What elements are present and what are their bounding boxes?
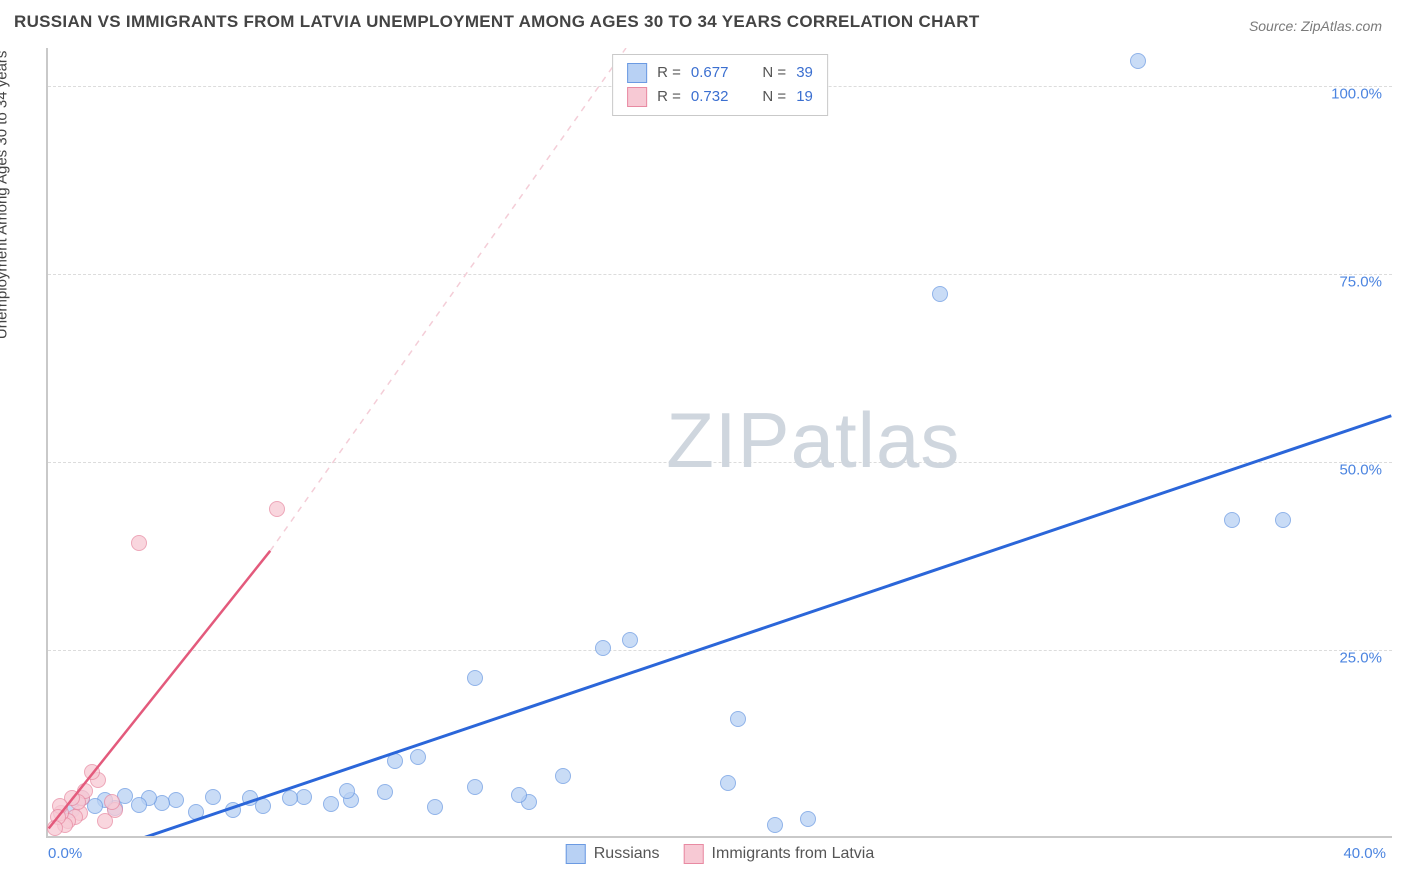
legend-n-value: 19 bbox=[796, 85, 813, 109]
gridline bbox=[48, 650, 1392, 651]
legend-label: Immigrants from Latvia bbox=[712, 845, 875, 863]
legend-n-label: N = bbox=[762, 61, 786, 85]
data-point-russians bbox=[595, 640, 611, 656]
data-point-russians bbox=[242, 790, 258, 806]
data-point-russians bbox=[622, 632, 638, 648]
data-point-russians bbox=[800, 811, 816, 827]
x-tick-label: 0.0% bbox=[48, 845, 82, 862]
legend-r-value: 0.677 bbox=[691, 61, 729, 85]
y-tick-label: 100.0% bbox=[1321, 85, 1382, 102]
legend-item: Immigrants from Latvia bbox=[684, 844, 875, 864]
legend-n-label: N = bbox=[762, 85, 786, 109]
source-label: Source: ZipAtlas.com bbox=[1249, 18, 1382, 34]
data-point-russians bbox=[387, 753, 403, 769]
legend-r-label: R = bbox=[657, 61, 681, 85]
data-point-russians bbox=[255, 798, 271, 814]
legend-r-label: R = bbox=[657, 85, 681, 109]
data-point-russians bbox=[720, 775, 736, 791]
data-point-russians bbox=[410, 749, 426, 765]
data-point-russians bbox=[188, 804, 204, 820]
data-point-russians bbox=[1275, 512, 1291, 528]
data-point-russians bbox=[932, 286, 948, 302]
legend-row: R = 0.677 N = 39 bbox=[627, 61, 813, 85]
y-tick-label: 50.0% bbox=[1329, 461, 1382, 478]
data-point-russians bbox=[168, 792, 184, 808]
data-point-russians bbox=[467, 779, 483, 795]
y-tick-label: 75.0% bbox=[1329, 273, 1382, 290]
y-axis-label: Unemployment Among Ages 30 to 34 years bbox=[0, 51, 11, 340]
legend-label: Russians bbox=[594, 845, 660, 863]
data-point-russians bbox=[282, 790, 298, 806]
data-point-russians bbox=[730, 711, 746, 727]
y-tick-label: 25.0% bbox=[1329, 649, 1382, 666]
data-point-russians bbox=[377, 784, 393, 800]
data-point-russians bbox=[467, 670, 483, 686]
data-point-russians bbox=[1130, 53, 1146, 69]
legend-swatch bbox=[684, 844, 704, 864]
legend-swatch bbox=[627, 63, 647, 83]
series-legend: Russians Immigrants from Latvia bbox=[566, 844, 875, 864]
legend-swatch bbox=[566, 844, 586, 864]
data-point-russians bbox=[767, 817, 783, 833]
legend-item: Russians bbox=[566, 844, 660, 864]
data-point-latvia bbox=[269, 501, 285, 517]
plot-area: ZIPatlas R = 0.677 N = 39 R = 0.732 N = … bbox=[46, 48, 1392, 838]
data-point-russians bbox=[225, 802, 241, 818]
legend-row: R = 0.732 N = 19 bbox=[627, 85, 813, 109]
data-point-russians bbox=[511, 787, 527, 803]
legend-n-value: 39 bbox=[796, 61, 813, 85]
watermark: ZIPatlas bbox=[666, 395, 960, 486]
legend-swatch bbox=[627, 87, 647, 107]
data-point-russians bbox=[131, 797, 147, 813]
x-tick-label: 40.0% bbox=[1343, 845, 1386, 862]
correlation-legend: R = 0.677 N = 39 R = 0.732 N = 19 bbox=[612, 54, 828, 116]
data-point-russians bbox=[339, 783, 355, 799]
data-point-russians bbox=[205, 789, 221, 805]
data-point-russians bbox=[323, 796, 339, 812]
data-point-latvia bbox=[131, 535, 147, 551]
data-point-latvia bbox=[97, 813, 113, 829]
chart-title: RUSSIAN VS IMMIGRANTS FROM LATVIA UNEMPL… bbox=[14, 12, 980, 32]
data-point-russians bbox=[555, 768, 571, 784]
data-point-latvia bbox=[104, 794, 120, 810]
legend-r-value: 0.732 bbox=[691, 85, 729, 109]
data-point-latvia bbox=[84, 764, 100, 780]
gridline bbox=[48, 274, 1392, 275]
data-point-latvia bbox=[47, 820, 63, 836]
data-point-russians bbox=[427, 799, 443, 815]
data-point-russians bbox=[1224, 512, 1240, 528]
data-point-russians bbox=[87, 798, 103, 814]
